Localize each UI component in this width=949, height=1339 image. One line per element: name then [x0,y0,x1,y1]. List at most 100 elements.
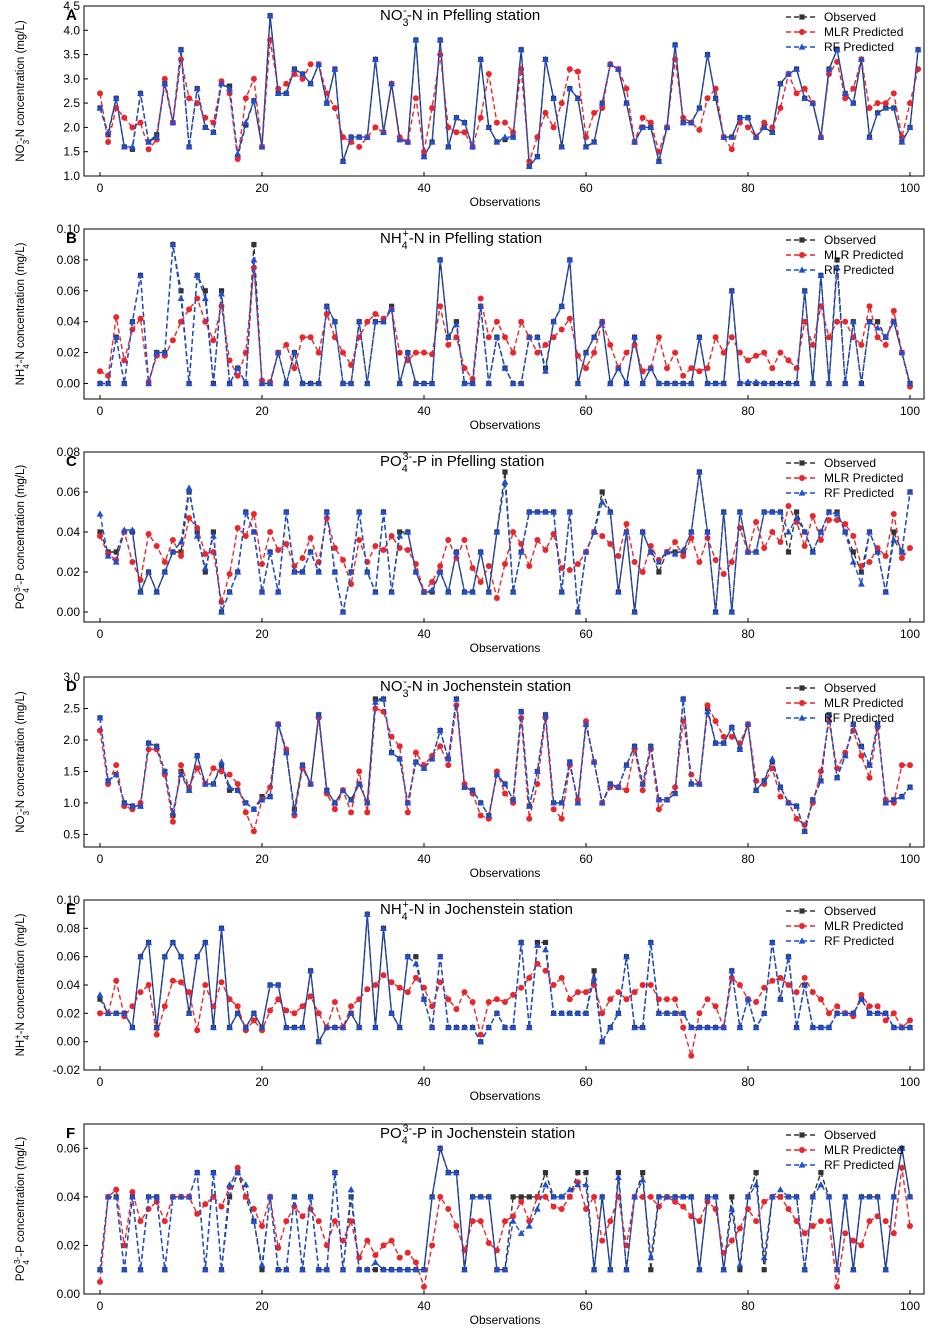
data-point [510,1213,517,1220]
data-point [542,939,549,946]
data-point [202,1201,209,1208]
data-point [526,974,533,981]
data-point [444,1169,452,1176]
data-point [388,305,395,312]
chart-title: NO3--N in Jochenstein station [380,676,571,700]
legend-label: Observed [824,456,876,470]
data-point [760,1254,768,1261]
data-point [299,334,306,341]
data-point [227,787,233,793]
data-point [696,1010,703,1017]
data-point [687,1023,695,1031]
data-point [890,1230,897,1237]
data-point [850,1237,857,1244]
x-tick-label: 40 [417,181,431,195]
data-point [809,989,816,996]
data-point [266,1193,274,1200]
series-rf-predicted [96,468,914,615]
data-point [388,733,395,740]
y-tick-label: 4.5 [63,0,80,13]
data-point [720,571,727,577]
y-axis-label-suffix: -P concentration (mg/L) [15,1137,27,1257]
data-point [477,579,484,585]
data-point [671,550,679,557]
data-point [606,60,614,67]
data-point [631,1193,638,1200]
data-point [712,94,719,101]
data-point [858,580,865,587]
data-point [663,796,671,803]
data-point [340,349,346,356]
data-point [274,1266,282,1273]
data-point [639,379,647,387]
y-tick-label: 0.10 [57,893,81,907]
data-point [234,1009,242,1016]
data-point [825,1193,833,1200]
data-point [96,991,104,998]
data-point [598,318,606,325]
data-point [315,1218,322,1225]
data-point [380,924,387,931]
data-point [817,1023,825,1031]
data-point [712,1193,719,1200]
data-point [291,1023,298,1031]
data-point [874,109,881,116]
y-axis-label-sub: 4 [22,364,31,369]
data-point [687,119,695,126]
data-point [517,548,525,555]
data-point [890,104,898,111]
data-point [194,1027,201,1034]
data-point [380,1242,387,1249]
data-point [615,65,622,72]
legend-label: RF Predicted [824,40,894,54]
data-point [307,334,314,341]
data-point [664,996,670,1003]
data-point [493,318,500,325]
data-point [591,109,598,116]
data-point [606,1023,614,1031]
data-point [793,1023,800,1031]
legend-marker [799,237,805,243]
data-point [493,595,500,601]
data-point [477,114,484,121]
data-point [672,539,679,545]
chart-title-prefix: NH [380,901,402,918]
data-point [274,720,282,727]
data-point [907,762,913,769]
series-rf-predicted [96,910,914,1045]
y-tick-label: -0.02 [53,1063,81,1077]
data-point [525,802,533,809]
y-tick-label: 2.0 [63,733,80,747]
legend-marker [799,29,805,35]
data-point [501,364,509,371]
data-point [866,1218,873,1225]
data-point [874,1193,881,1200]
data-point [647,123,655,130]
x-tick-label: 0 [97,404,104,418]
y-tick-label: 0.02 [57,346,81,360]
data-point [566,758,574,765]
data-point [550,1203,557,1210]
y-tick-label: 0.06 [57,1141,81,1155]
data-point [501,1023,509,1031]
data-point [525,162,533,169]
data-point [104,379,112,387]
data-point [112,1193,120,1200]
data-point [339,1266,347,1273]
y-axis-label-group: NH4+-N concentration (mg/L) [13,913,31,1056]
data-point [453,1223,460,1229]
data-point [728,1205,736,1212]
data-point [145,739,152,746]
data-point [793,514,800,521]
data-point [282,749,290,756]
data-point [299,761,306,768]
data-point [736,1261,744,1268]
data-point [793,379,800,387]
data-point [785,379,792,387]
data-point [210,1169,217,1176]
data-point [477,1038,485,1045]
data-point [849,99,857,106]
data-point [234,150,242,157]
data-point [477,1193,485,1200]
data-point [785,357,792,364]
